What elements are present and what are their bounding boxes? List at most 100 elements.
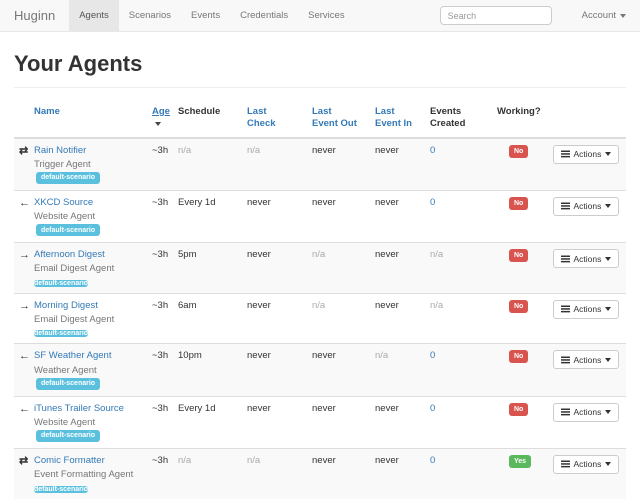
age-value: ~3h <box>152 137 178 191</box>
events-created-link[interactable]: 0 <box>430 350 436 362</box>
schedule-value: n/a <box>178 137 247 191</box>
age-value: ~3h <box>152 242 178 294</box>
sort-name-link[interactable]: Name <box>34 106 60 117</box>
last-check-value: never <box>247 292 312 344</box>
exchange-arrows-icon: ⇄ <box>19 454 29 467</box>
scenario-badge[interactable]: default-scenario <box>34 330 89 338</box>
last-check-value: never <box>247 189 312 243</box>
header-events-created: Events Created <box>430 106 466 130</box>
actions-button[interactable]: Actions <box>553 299 619 319</box>
list-icon <box>561 408 570 416</box>
working-status-badge: No <box>509 402 529 416</box>
last-event-in-value: never <box>375 395 430 449</box>
actions-button[interactable]: Actions <box>553 196 619 216</box>
age-value: ~3h <box>152 343 178 397</box>
last-check-value: n/a <box>247 447 312 499</box>
working-status-badge: No <box>509 196 529 210</box>
page-container: Your Agents Name Age Schedule Last Check… <box>0 51 640 499</box>
events-created-link[interactable]: 0 <box>430 454 436 466</box>
agent-name-link[interactable]: iTunes Trailer Source <box>34 402 124 414</box>
left-arrow-icon: ← <box>19 196 30 209</box>
chevron-down-icon <box>620 13 626 18</box>
schedule-value: n/a <box>178 447 247 499</box>
account-menu[interactable]: Account <box>568 0 640 31</box>
left-arrow-icon: ← <box>19 350 30 363</box>
chevron-down-icon <box>604 307 611 312</box>
last-event-in-value: never <box>375 242 430 294</box>
nav-item-agents[interactable]: Agents <box>69 0 119 31</box>
last-check-value: n/a <box>247 137 312 191</box>
agent-type-label: Event Formatting Agent <box>34 469 134 481</box>
sort-last-event-out-link[interactable]: Last Event Out <box>312 106 357 130</box>
events-created-link[interactable]: 0 <box>430 196 436 208</box>
chevron-down-icon <box>604 152 611 157</box>
left-arrow-icon: ← <box>19 402 30 415</box>
working-status-badge: No <box>509 144 529 158</box>
age-value: ~3h <box>152 447 178 499</box>
agent-type-label: Weather Agent <box>34 364 97 376</box>
table-row: → Morning Digest Email Digest Agent defau… <box>14 292 626 344</box>
table-header-row: Name Age Schedule Last Check Last Event … <box>14 100 626 139</box>
scenario-badge[interactable]: default-scenario <box>36 171 101 184</box>
actions-button[interactable]: Actions <box>553 454 619 474</box>
events-created-link[interactable]: 0 <box>430 402 436 414</box>
chevron-down-icon <box>604 204 611 209</box>
last-event-out-value: n/a <box>312 292 375 344</box>
agent-name-link[interactable]: XKCD Source <box>34 196 94 208</box>
actions-button[interactable]: Actions <box>553 249 619 269</box>
last-event-in-value: never <box>375 189 430 243</box>
events-created-link[interactable]: 0 <box>430 144 436 156</box>
agent-type-label: Email Digest Agent <box>34 314 115 326</box>
chevron-down-icon <box>604 256 611 261</box>
last-event-out-value: never <box>312 447 375 499</box>
age-value: ~3h <box>152 292 178 344</box>
agent-name-link[interactable]: Comic Formatter <box>34 454 105 466</box>
last-event-out-value: never <box>312 137 375 191</box>
nav-item-events[interactable]: Events <box>191 10 221 21</box>
last-event-out-value: never <box>312 395 375 449</box>
last-check-value: never <box>247 343 312 397</box>
last-event-in-value: never <box>375 137 430 191</box>
last-event-in-value: n/a <box>375 343 430 397</box>
table-row: ⇄ Comic Formatter Event Formatting Agent… <box>14 447 626 499</box>
exchange-arrows-icon: ⇄ <box>19 144 29 157</box>
last-event-out-value: never <box>312 189 375 243</box>
actions-button[interactable]: Actions <box>553 402 619 422</box>
list-icon <box>561 202 570 210</box>
sort-age-link[interactable]: Age <box>152 106 170 117</box>
working-status-badge: No <box>509 350 529 364</box>
agent-type-label: Trigger Agent <box>34 159 91 171</box>
search-input[interactable] <box>439 6 552 25</box>
main-nav: Agents Scenarios Events Credentials Serv… <box>69 0 354 31</box>
nav-item-services[interactable]: Services <box>308 10 345 21</box>
agent-type-label: Website Agent <box>34 211 96 223</box>
agent-type-label: Email Digest Agent <box>34 263 115 275</box>
age-value: ~3h <box>152 189 178 243</box>
brand-link[interactable]: Huginn <box>14 8 56 23</box>
agent-name-link[interactable]: Morning Digest <box>34 299 98 311</box>
events-created-value: n/a <box>430 242 497 294</box>
sort-last-event-in-link[interactable]: Last Event In <box>375 106 412 130</box>
scenario-badge[interactable]: default-scenario <box>36 429 101 442</box>
nav-item-credentials[interactable]: Credentials <box>240 10 289 21</box>
actions-button[interactable]: Actions <box>553 350 619 370</box>
agent-name-link[interactable]: Rain Notifier <box>34 144 87 156</box>
schedule-value: 5pm <box>178 242 247 294</box>
agent-name-link[interactable]: Afternoon Digest <box>34 249 105 261</box>
sort-last-check-link[interactable]: Last Check <box>247 106 276 130</box>
table-row: ← iTunes Trailer Source Website Agentdef… <box>14 395 626 449</box>
scenario-badge[interactable]: default-scenario <box>34 279 89 287</box>
last-event-out-value: never <box>312 343 375 397</box>
scenario-badge[interactable]: default-scenario <box>36 224 101 237</box>
list-icon <box>561 356 570 364</box>
working-status-badge: No <box>509 299 529 313</box>
actions-button[interactable]: Actions <box>553 144 619 164</box>
agent-name-link[interactable]: SF Weather Agent <box>34 350 112 362</box>
top-navbar: Huginn Agents Scenarios Events Credentia… <box>0 0 640 32</box>
nav-item-scenarios[interactable]: Scenarios <box>128 10 172 21</box>
chevron-down-icon <box>604 357 611 362</box>
scenario-badge[interactable]: default-scenario <box>36 377 101 390</box>
account-label: Account <box>581 10 616 21</box>
list-icon <box>561 305 570 313</box>
scenario-badge[interactable]: default-scenario <box>34 485 89 493</box>
